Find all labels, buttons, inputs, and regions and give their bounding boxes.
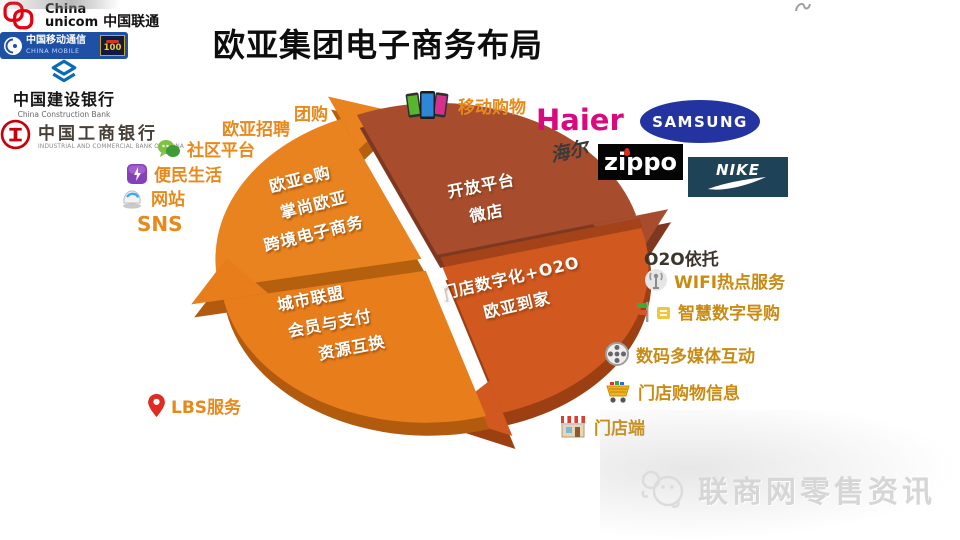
watermark-text: 联商网零售资讯	[698, 475, 936, 510]
label-sns: SNS	[137, 212, 183, 236]
cart-icon	[606, 380, 630, 403]
nike-wordmark: NIKE	[715, 160, 760, 179]
chat-bubbles-icon	[158, 139, 180, 157]
map-pin-icon	[148, 394, 165, 417]
label-multimedia: 数码多媒体互动	[636, 346, 755, 367]
china-mobile-logo: 中国移动通信 CHINA MOBILE 100	[0, 32, 128, 59]
label-wifi: WIFI热点服务	[674, 272, 786, 293]
cmcc-wordmark: 中国移动通信 CHINA MOBILE	[26, 34, 86, 56]
icbc-logo: 中国工商银行 INDUSTRIAL AND COMMERCIAL BANK OF…	[0, 119, 960, 150]
haier-chinese-script: 海尔	[548, 137, 591, 167]
smudge-decoration	[0, 0, 120, 9]
unicom-chinese: 中国联通	[103, 13, 160, 30]
icbc-chinese: 中国工商银行	[38, 124, 158, 144]
label-row-store-terminal: 门店端	[558, 412, 645, 440]
nike-swoosh-icon	[708, 176, 766, 190]
page-title: 欧亚集团电子商务布局	[213, 26, 544, 64]
zippo-wordmark: zippo	[603, 148, 678, 176]
label-store-info: 门店购物信息	[638, 384, 740, 404]
film-reel-icon	[605, 342, 629, 366]
label-row-lbs: LBS服务	[148, 393, 241, 418]
device-icon	[123, 189, 141, 209]
samsung-logo: SAMSUNG	[640, 100, 760, 143]
pie-quadrant-eurasia-epurchase	[215, 96, 425, 301]
cmcc-english: CHINA MOBILE	[26, 46, 80, 55]
samsung-wordmark: SAMSUNG	[652, 112, 748, 131]
label-row-smart-guide: 智慧数字导购	[636, 299, 780, 324]
cmcc-badge: 100	[100, 35, 125, 56]
label-row-community: 社区平台	[157, 136, 255, 161]
icbc-english: INDUSTRIAL AND COMMERCIAL BANK OF CHINA	[38, 144, 185, 150]
label-website: 网站	[151, 190, 185, 210]
ccb-english: China Construction Bank	[17, 110, 111, 119]
zippo-logo: zippo	[598, 144, 683, 180]
label-row-multimedia: 数码多媒体互动	[604, 341, 755, 367]
label-row-convenient-life: 便民生活	[126, 161, 222, 186]
pie-quadrant-store-digitalization	[440, 218, 652, 449]
label-row-wifi: WIFI热点服务	[644, 267, 785, 293]
watermark: 联商网零售资讯	[638, 466, 936, 512]
signpost-icon	[637, 301, 670, 322]
phones-icon	[405, 91, 449, 119]
label-recruit: 欧亚招聘	[222, 120, 290, 140]
cmcc-chinese: 中国移动通信	[26, 34, 86, 46]
label-row-store-info: 门店购物信息	[604, 379, 740, 404]
squiggle-decoration	[795, 2, 811, 12]
label-mobile-shopping: 移动购物	[458, 97, 526, 118]
linkshop-faces-icon	[641, 470, 684, 508]
antenna-icon	[645, 269, 667, 291]
badge-number: 100	[103, 42, 122, 53]
haier-logo: Haier 海尔	[536, 103, 624, 167]
watermark-gradient	[600, 410, 960, 540]
label-convenient-life: 便民生活	[154, 166, 222, 186]
label-row-website: 网站	[119, 185, 185, 210]
ccb-emblem-icon	[51, 59, 77, 83]
zippo-flame-icon	[624, 148, 630, 156]
label-smart-guide: 智慧数字导购	[678, 304, 780, 324]
storefront-icon	[561, 416, 585, 438]
haier-wordmark: Haier	[536, 103, 624, 137]
ccb-logo: 中国建设银行 China Construction Bank	[0, 59, 128, 119]
badge-mark	[106, 39, 119, 43]
label-row-mobile-shopping: 移动购物	[404, 89, 526, 121]
label-o2o: O2O依托	[644, 250, 719, 270]
label-store-terminal: 门店端	[594, 414, 645, 439]
app-icon	[127, 163, 147, 184]
unicom-line2: unicom	[45, 14, 99, 30]
ccb-chinese: 中国建设银行	[12, 90, 115, 109]
label-group-buy: 团购	[294, 105, 328, 125]
label-lbs: LBS服务	[171, 398, 242, 418]
label-community: 社区平台	[187, 141, 255, 161]
nike-logo: NIKE	[688, 157, 788, 197]
cmcc-gem-icon	[4, 36, 22, 55]
icbc-emblem-icon	[0, 119, 31, 150]
pie-quadrant-city-alliance	[191, 257, 489, 436]
